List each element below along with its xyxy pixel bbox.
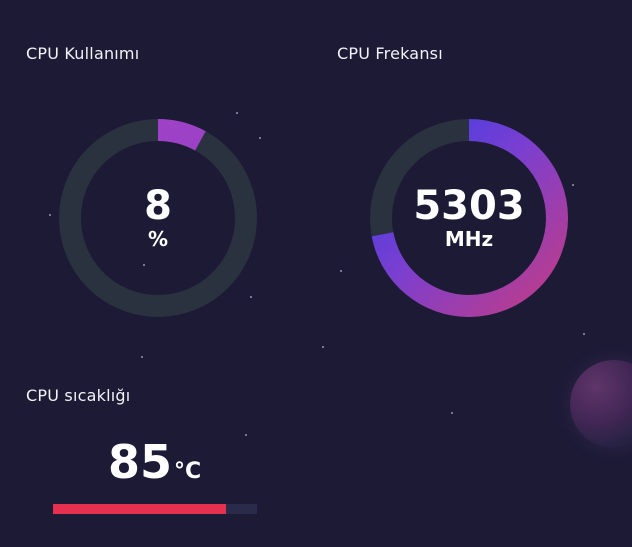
cpu-usage-gauge: 8 % <box>53 113 263 323</box>
background-star <box>236 112 238 114</box>
background-star <box>250 296 252 298</box>
cpu-usage-value: 8 <box>144 183 172 229</box>
cpu-temperature-value: 85 <box>108 435 173 489</box>
cpu-frequency-value: 5303 <box>413 183 525 229</box>
cpu-usage-unit: % <box>147 227 169 251</box>
planet-decoration <box>570 360 632 448</box>
background-star <box>322 346 324 348</box>
cpu-frequency-ring <box>370 119 568 317</box>
background-star <box>340 270 342 272</box>
cpu-usage-center: 8 % <box>53 113 263 323</box>
cpu-temperature-title: CPU sıcaklığı <box>26 386 131 405</box>
cpu-frequency-gauge: 5303 MHz <box>364 113 574 323</box>
background-star <box>572 184 574 186</box>
cpu-temperature-unit: °C <box>174 459 202 484</box>
cpu-temperature-bar-track <box>53 504 257 514</box>
cpu-frequency-center: 5303 MHz <box>364 113 574 323</box>
background-star <box>49 214 51 216</box>
background-star <box>583 333 585 335</box>
background-star <box>451 412 453 414</box>
cpu-frequency-title: CPU Frekansı <box>337 44 443 63</box>
cpu-temperature-readout: 85 °C <box>108 437 201 487</box>
background-star <box>259 137 261 139</box>
cpu-temperature-bar-fill <box>53 504 227 514</box>
cpu-frequency-unit: MHz <box>444 227 494 251</box>
background-star <box>245 434 247 436</box>
cpu-usage-ring <box>59 119 257 317</box>
cpu-usage-progress <box>59 119 257 317</box>
cpu-usage-title: CPU Kullanımı <box>26 44 140 63</box>
background-star <box>143 264 145 266</box>
background-star <box>141 356 143 358</box>
cpu-frequency-progress <box>370 119 568 317</box>
